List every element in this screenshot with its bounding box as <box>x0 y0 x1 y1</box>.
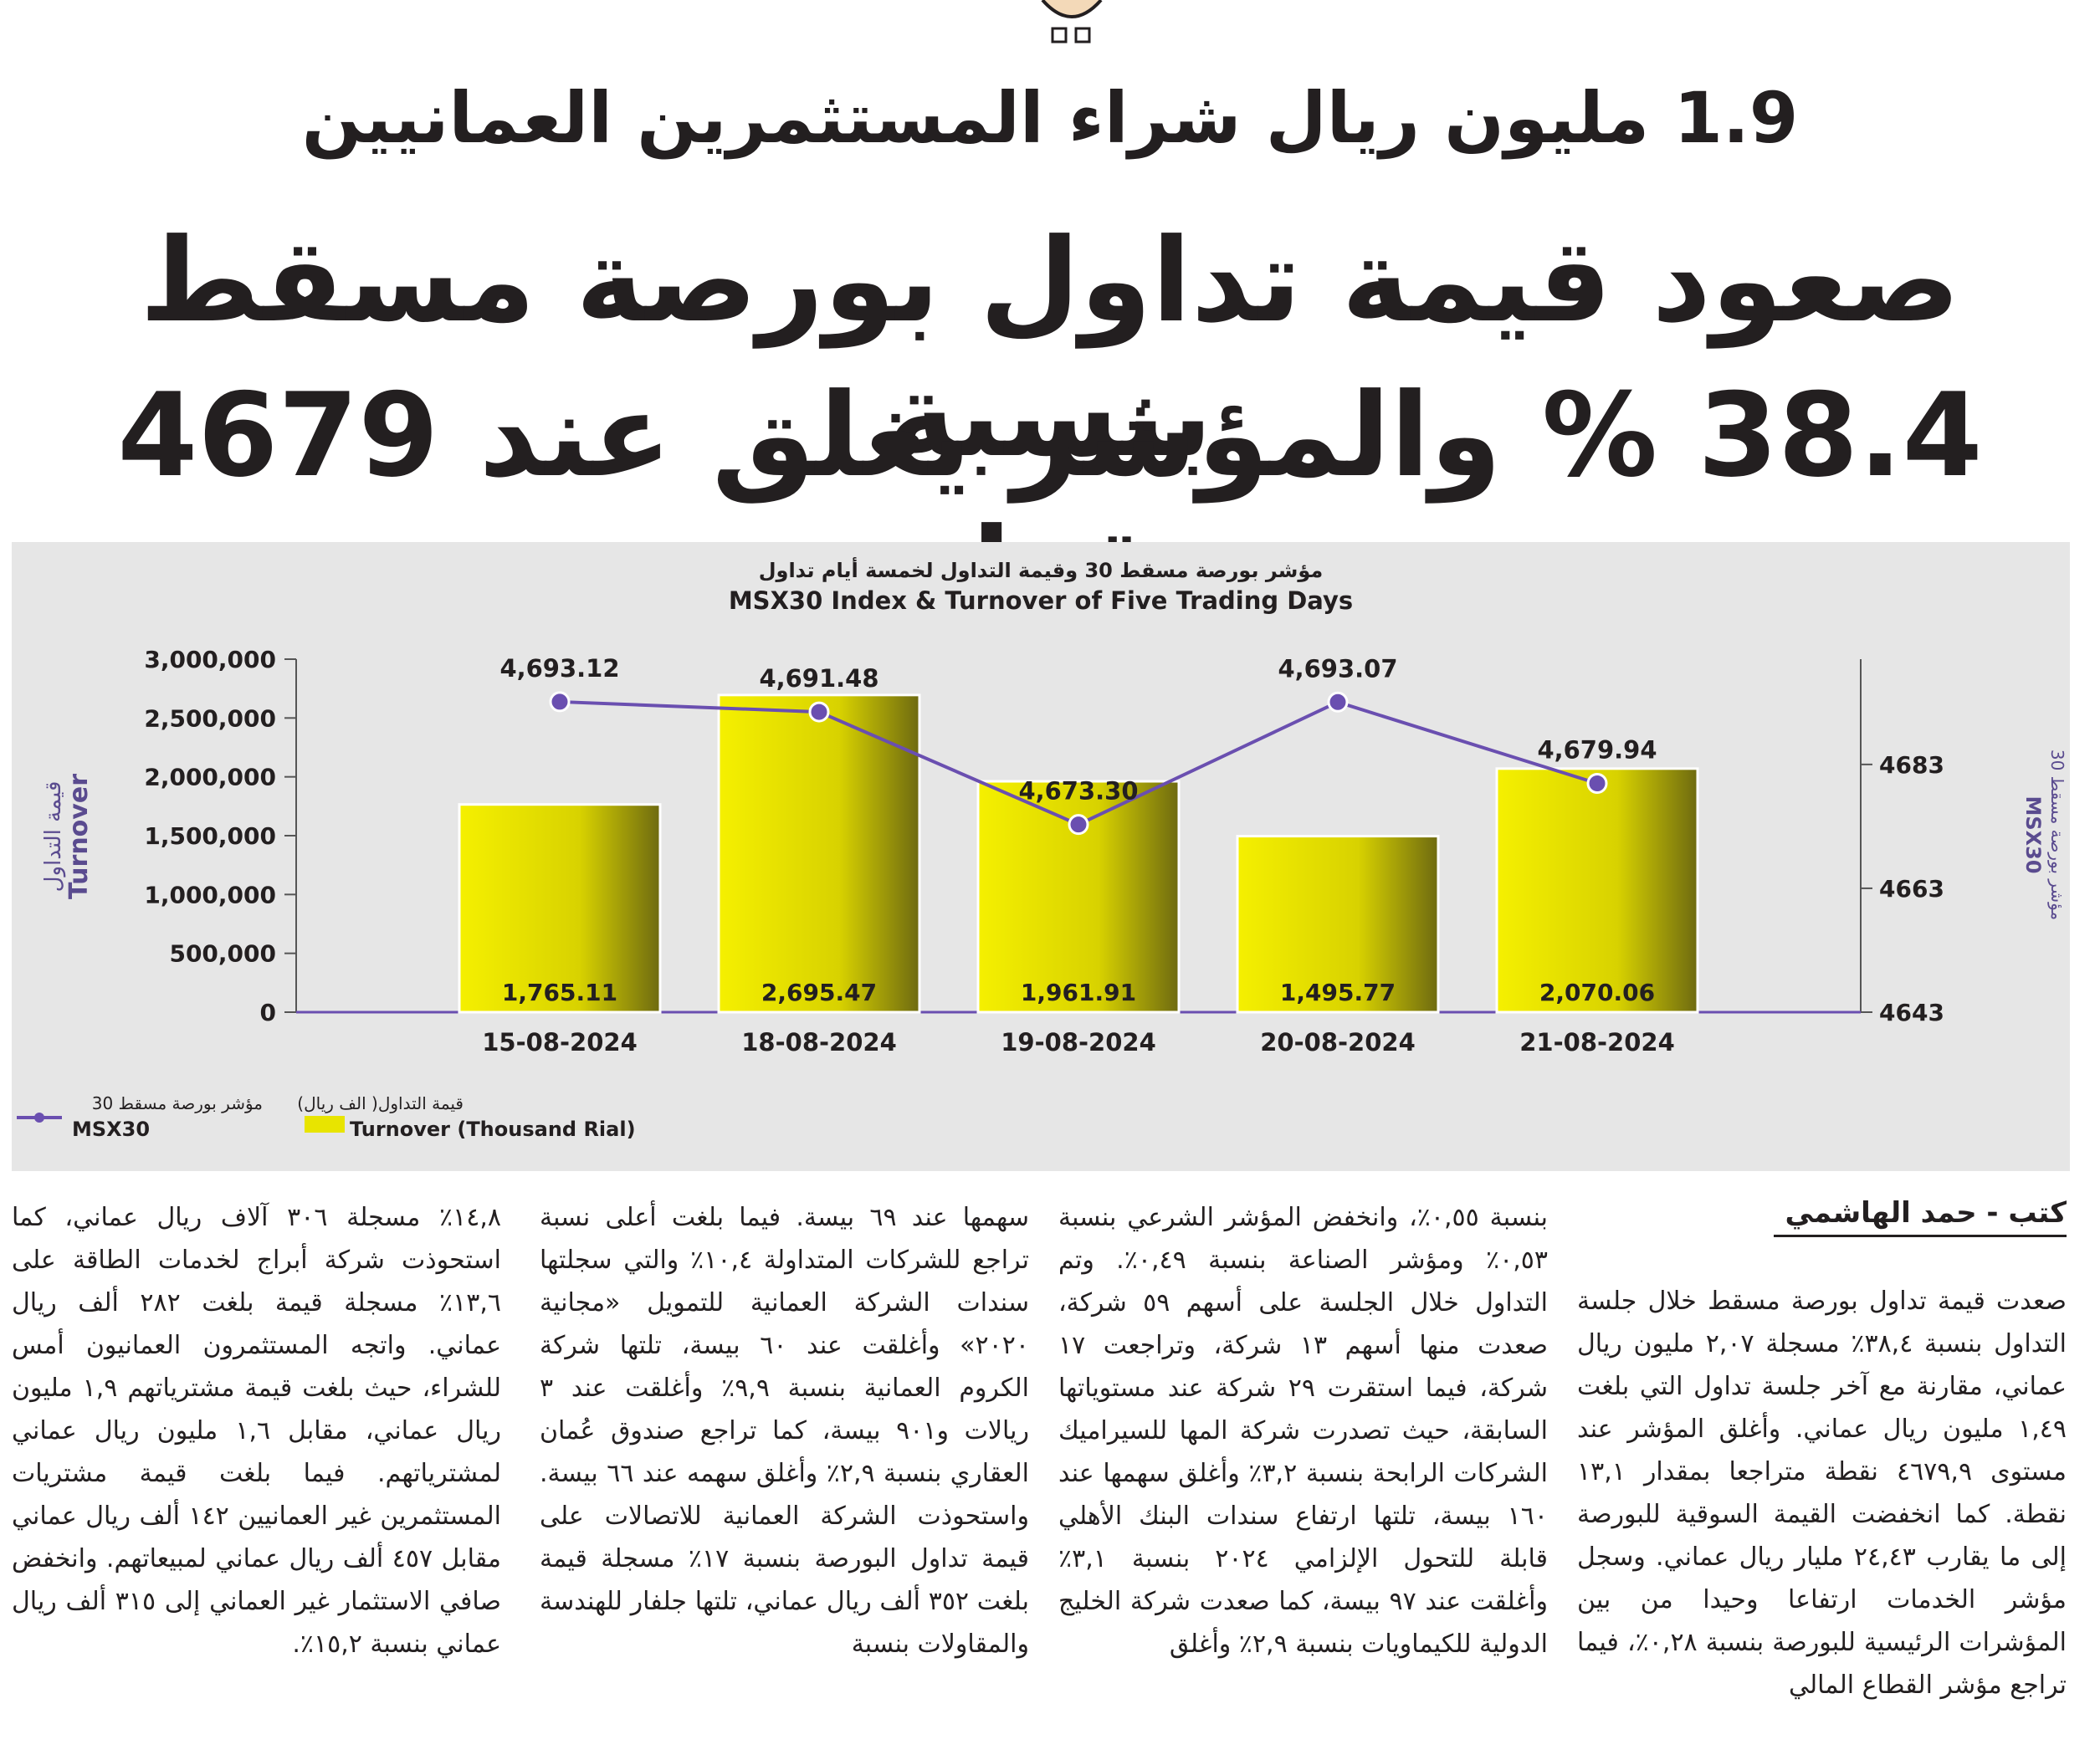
column-4-text: ١٤,٨٪ مسجلة ٣٠٦ آلاف ريال عماني، كما است… <box>12 1203 501 1659</box>
x-tick-label: 15-08-2024 <box>482 1028 638 1057</box>
chart-panel: مؤشر بورصة مسقط 30 وقيمة التداول لخمسة أ… <box>12 542 2070 1171</box>
y-left-tick-label: 3,000,000 <box>144 646 276 673</box>
byline: كتب - حمد الهاشمي <box>1774 1196 2067 1237</box>
y-left-tick-label: 2,500,000 <box>144 704 276 732</box>
turnover-bar <box>1495 767 1699 1014</box>
legend-turnover-arabic: قيمة التداول( الف ريال) <box>297 1093 464 1113</box>
msx30-value-label: 4,693.12 <box>499 654 619 683</box>
x-tick-label: 19-08-2024 <box>1001 1028 1156 1057</box>
msx30-value-label: 4,691.48 <box>759 664 878 693</box>
logo-icon <box>1041 0 1103 43</box>
y-left-tick-label: 2,000,000 <box>144 764 276 791</box>
legend-msx30: MSX30 <box>72 1118 150 1141</box>
y-left-label-arabic: قيمة التداول <box>41 781 66 893</box>
y-left-tick-label: 0 <box>260 999 276 1026</box>
turnover-bar <box>717 693 921 1014</box>
bar-value-label: 2,695.47 <box>761 979 877 1006</box>
msx30-value-label: 4,679.94 <box>1537 736 1657 765</box>
y-right-label: MSX30 <box>2021 796 2045 873</box>
article-column-1: صعدت قيمة تداول بورصة مسقط خلال جلسة الت… <box>1577 1280 2067 1706</box>
column-3-text: سهمها عند ٦٩ بيسة. فيما بلغت أعلى نسبة ت… <box>540 1203 1030 1659</box>
x-tick-label: 18-08-2024 <box>741 1028 897 1057</box>
y-right-tick-label: 4643 <box>1879 999 1944 1026</box>
article-column-3: سهمها عند ٦٩ بيسة. فيما بلغت أعلى نسبة ت… <box>540 1196 1029 1665</box>
y-left-label: Turnover <box>64 774 94 899</box>
legend-bar-swatch <box>305 1116 345 1133</box>
msx30-value-label: 4,673.30 <box>1018 777 1138 806</box>
y-right-label-arabic: مؤشر بورصة مسقط 30 <box>2047 750 2067 920</box>
legend-turnover: Turnover (Thousand Rial) <box>350 1118 636 1141</box>
headline-line-1: صعود قيمة تداول بورصة مسقط بنسبة <box>140 213 1960 483</box>
article-column-4: ١٤,٨٪ مسجلة ٣٠٦ آلاف ريال عماني، كما است… <box>12 1196 501 1665</box>
turnover-bar <box>458 803 662 1014</box>
chart: مؤشر بورصة مسقط 30 وقيمة التداول لخمسة أ… <box>17 557 2067 1141</box>
msx30-point <box>1327 691 1349 713</box>
x-tick-label: 21-08-2024 <box>1519 1028 1675 1057</box>
msx30-point <box>1068 814 1089 836</box>
bar-value-label: 1,495.77 <box>1280 979 1396 1006</box>
legend: مؤشر بورصة مسقط 30 MSX30 قيمة التداول( ا… <box>17 1093 636 1141</box>
turnover-bar <box>1236 835 1440 1014</box>
chart-title-arabic: مؤشر بورصة مسقط 30 وقيمة التداول لخمسة أ… <box>759 557 1324 582</box>
y-left-tick-label: 1,000,000 <box>144 881 276 908</box>
legend-line-marker <box>34 1113 44 1123</box>
y-right-tick-label: 4683 <box>1879 751 1944 779</box>
column-1-text: صعدت قيمة تداول بورصة مسقط خلال جلسة الت… <box>1577 1287 2067 1700</box>
y-right-tick-label: 4663 <box>1879 875 1944 903</box>
bar-value-label: 1,765.11 <box>502 979 617 1006</box>
msx30-value-label: 4,693.07 <box>1278 654 1397 683</box>
bar-value-label: 1,961.91 <box>1021 979 1136 1006</box>
bar-value-label: 2,070.06 <box>1539 979 1655 1006</box>
legend-msx30-arabic: مؤشر بورصة مسقط 30 <box>92 1093 263 1113</box>
column-2-text: بنسبة ٠,٥٥٪، وانخفض المؤشر الشرعي بنسبة … <box>1058 1203 1549 1659</box>
y-left-tick-label: 1,500,000 <box>144 822 276 850</box>
msx30-point <box>1586 773 1608 795</box>
msx30-point <box>808 701 830 723</box>
article-kicker: 1.9 مليون ريال شراء المستثمرين العمانيين <box>301 77 1799 159</box>
x-tick-label: 20-08-2024 <box>1260 1028 1416 1057</box>
y-left-tick-label: 500,000 <box>169 940 276 968</box>
msx30-point <box>549 691 571 713</box>
article-column-2: بنسبة ٠,٥٥٪، وانخفض المؤشر الشرعي بنسبة … <box>1058 1196 1548 1665</box>
chart-title: MSX30 Index & Turnover of Five Trading D… <box>729 586 1353 615</box>
